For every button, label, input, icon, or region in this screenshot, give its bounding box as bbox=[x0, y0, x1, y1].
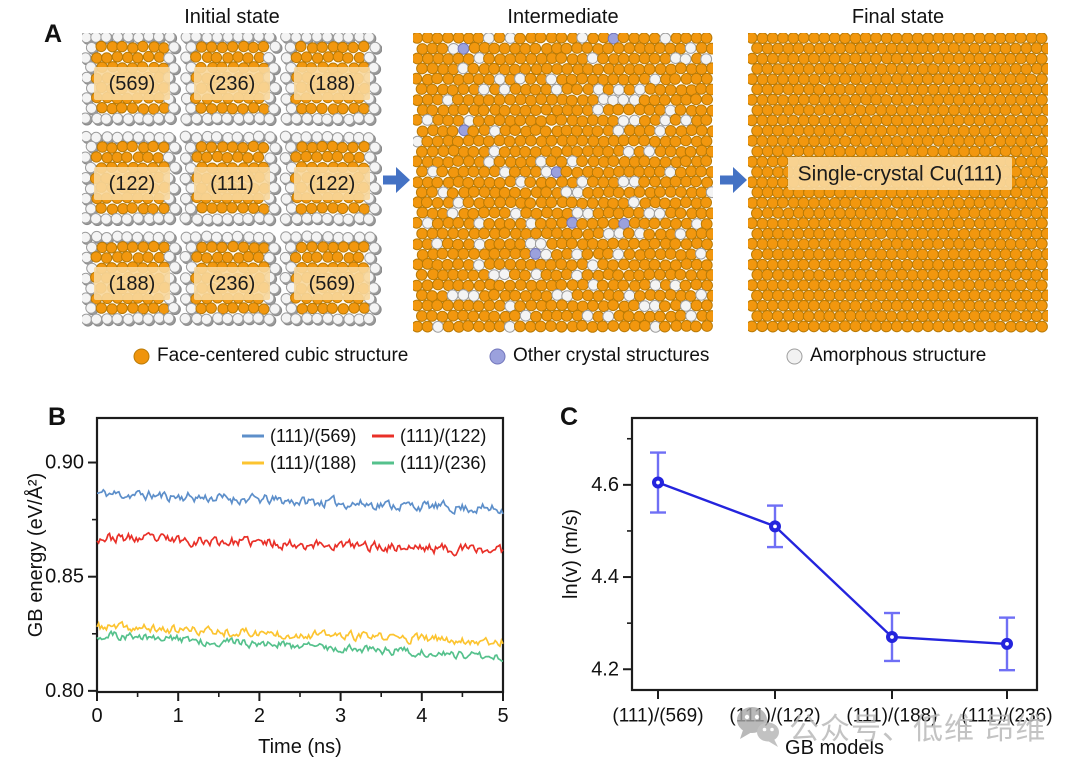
single-crystal-label-chip bbox=[788, 157, 1012, 190]
grain-label-chip bbox=[94, 67, 170, 100]
x-tick-label: (111)/(188) bbox=[846, 706, 937, 727]
x-tick-label: (111)/(122) bbox=[729, 706, 820, 727]
legend-item-fcc: Face-centered cubic structure bbox=[133, 344, 408, 368]
legend-label-amorphous: Amorphous structure bbox=[810, 345, 987, 366]
arrow-initial-to-intermediate-icon bbox=[383, 167, 410, 193]
y-tick-label: 4.4 bbox=[591, 566, 619, 588]
y-tick-label: 4.2 bbox=[591, 658, 619, 680]
series-line-3 bbox=[96, 629, 504, 663]
grain-label-chip bbox=[194, 67, 270, 100]
grain-label: (188) bbox=[309, 73, 356, 95]
x-tick-label: 3 bbox=[335, 705, 346, 727]
x-tick-label: (111)/(236) bbox=[961, 706, 1052, 727]
grain-label: (122) bbox=[309, 173, 356, 195]
grain-label: (122) bbox=[109, 173, 156, 195]
gb-energy-chart: 0.80 0.85 0.90 0 1 2 3 4 5 Time (ns) GB energy (eV… bbox=[24, 416, 509, 758]
series-line-0 bbox=[96, 488, 504, 516]
grain-label-chip bbox=[294, 167, 370, 200]
panel-c-label: C bbox=[560, 403, 579, 431]
arrow-intermediate-to-final-icon bbox=[720, 167, 747, 193]
y-axis-label: ln(v) (m/s) bbox=[560, 509, 582, 599]
y-tick-label: 0.80 bbox=[45, 680, 84, 702]
y-tick-label: 0.90 bbox=[45, 452, 84, 474]
y-tick-label: 0.85 bbox=[45, 566, 84, 588]
intermediate-snapshot bbox=[413, 33, 713, 333]
legend-item-amorphous: Amorphous structure bbox=[786, 344, 986, 368]
initial-state-title: Initial state bbox=[184, 6, 280, 28]
y-axis-label: GB energy (eV/Å²) bbox=[24, 473, 47, 638]
grain-label-chip bbox=[294, 267, 370, 300]
grain-label: (111) bbox=[210, 173, 254, 195]
legend-entry: (111)/(569) bbox=[270, 426, 356, 446]
panel-b-label: B bbox=[48, 403, 67, 431]
series-line-2 bbox=[96, 620, 504, 648]
intermediate-title: Intermediate bbox=[507, 6, 619, 28]
grain-label: (236) bbox=[209, 273, 256, 295]
panel-a-label: A bbox=[44, 20, 63, 48]
other-crystal-atom-icon bbox=[489, 348, 506, 364]
grain-label-chip bbox=[94, 267, 170, 300]
final-state-snapshot: Single-crystal Cu(111) bbox=[748, 33, 1048, 333]
x-axis-label: Time (ns) bbox=[258, 736, 342, 758]
x-tick-label: 4 bbox=[416, 705, 427, 727]
series-line-1 bbox=[96, 531, 504, 557]
x-tick-label: 2 bbox=[254, 705, 265, 727]
fcc-atom-icon bbox=[133, 348, 150, 364]
plot-frame bbox=[630, 416, 1039, 692]
ln-v-chart: 4.2 4.4 4.6 (111)/(569) (111)/(122) (111)/(18… bbox=[560, 416, 1053, 759]
grain-label-chip bbox=[294, 67, 370, 100]
grain-label-chip bbox=[94, 167, 170, 200]
final-state-title: Final state bbox=[851, 6, 945, 28]
grain-label: (569) bbox=[309, 273, 356, 295]
x-tick-label: 1 bbox=[173, 705, 184, 727]
legend-entry: (111)/(188) bbox=[270, 453, 356, 473]
grain-label-chip bbox=[194, 167, 270, 200]
single-crystal-label: Single-crystal Cu(111) bbox=[798, 163, 1003, 186]
legend-entry: (111)/(122) bbox=[400, 426, 486, 446]
legend-entry: (111)/(236) bbox=[400, 453, 486, 473]
grain-label: (188) bbox=[109, 273, 156, 295]
grain-label: (569) bbox=[109, 73, 156, 95]
legend-label-fcc: Face-centered cubic structure bbox=[157, 345, 409, 366]
legend-label-other: Other crystal structures bbox=[513, 345, 710, 366]
x-tick-label: (111)/(569) bbox=[612, 706, 703, 727]
grain-label: (236) bbox=[209, 73, 256, 95]
initial-state-snapshot: (569) (236) (188) (122) (111) (122) (188) (236)… bbox=[82, 33, 382, 327]
legend-item-other: Other crystal structures bbox=[489, 344, 709, 368]
x-tick-label: 5 bbox=[497, 705, 508, 727]
x-tick-label: 0 bbox=[91, 705, 102, 727]
series-line bbox=[657, 481, 1008, 646]
x-axis-label: GB models bbox=[785, 737, 884, 759]
y-tick-label: 4.6 bbox=[591, 474, 619, 496]
amorphous-atom-icon bbox=[786, 348, 803, 364]
grain-label-chip bbox=[194, 267, 270, 300]
